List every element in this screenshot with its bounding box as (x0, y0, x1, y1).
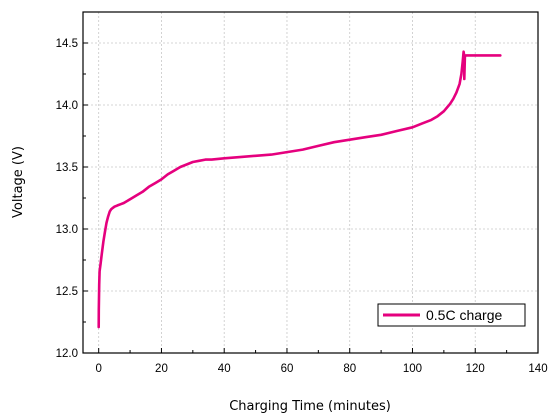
y-tick-label: 12.5 (56, 286, 78, 298)
plot-frame (82, 11, 539, 354)
y-tick-label: 14.5 (56, 38, 78, 50)
x-tick-label: 20 (155, 363, 168, 375)
y-tick-label: 12.0 (56, 348, 78, 360)
x-tick-label: 100 (403, 363, 422, 375)
x-tick-label: 140 (528, 363, 547, 375)
legend-label: 0.5C charge (426, 307, 502, 323)
series-line (97, 50, 502, 329)
x-tick-label: 120 (466, 363, 485, 375)
x-tick-label: 40 (218, 363, 231, 375)
axis-ticks: 0 20 40 60 80 100 120 140 12.0 12.5 13.0 13.5 14.0 14… (56, 38, 548, 375)
x-tick-label: 0 (95, 363, 101, 375)
x-tick-label: 60 (281, 363, 294, 375)
y-tick-label: 13.5 (56, 162, 78, 174)
legend-box (377, 303, 526, 327)
legend: 0.5C charge (377, 303, 526, 327)
x-axis-title: Charging Time (minutes) (229, 399, 391, 414)
y-axis-title: Voltage (V) (11, 146, 26, 218)
y-tick-label: 13.0 (56, 224, 78, 236)
grid (83, 12, 539, 354)
y-tick-label: 14.0 (56, 100, 78, 112)
x-tick-label: 80 (343, 363, 356, 375)
series-layer (97, 50, 502, 329)
